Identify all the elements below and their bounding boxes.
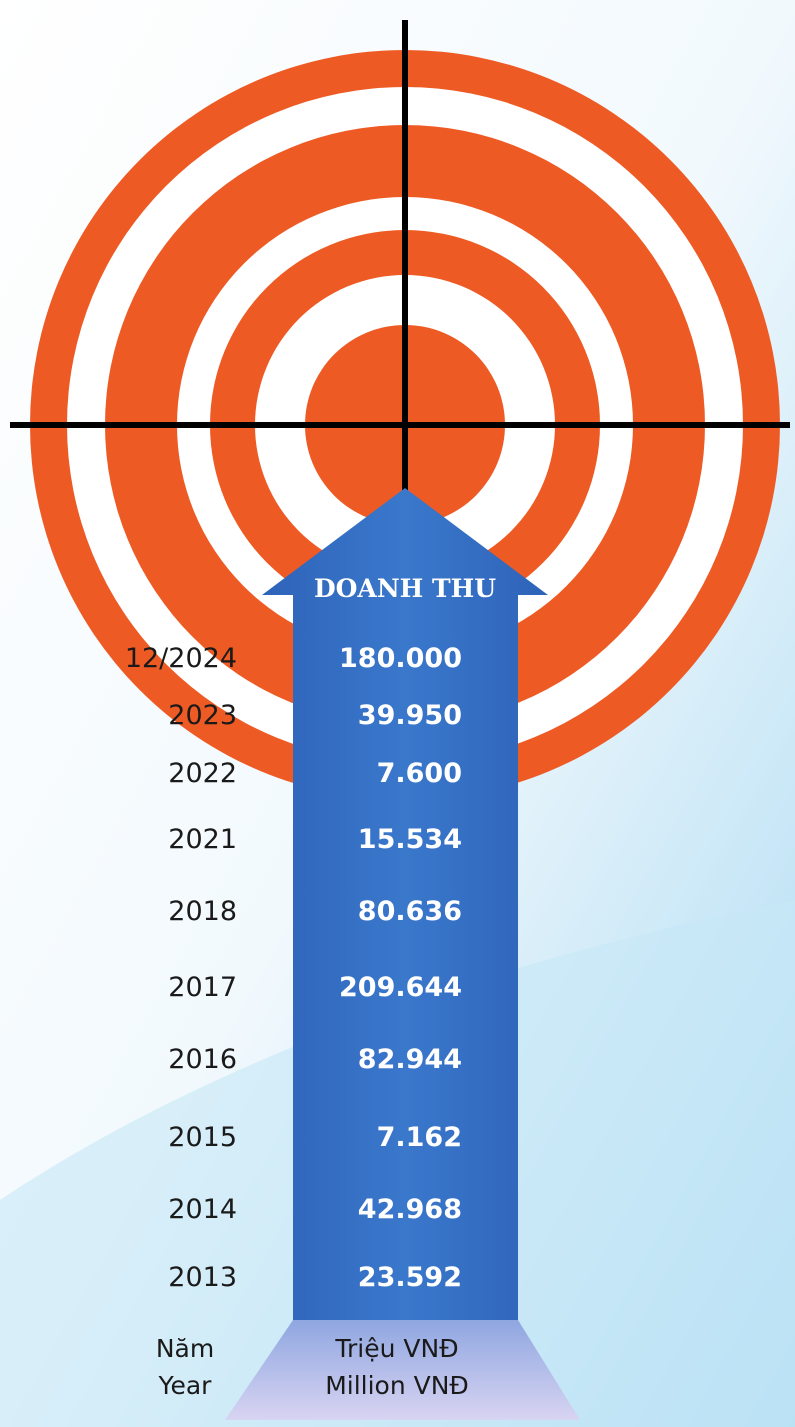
revenue-value: 7.600	[377, 758, 462, 789]
revenue-value: 180.000	[339, 643, 462, 674]
revenue-value: 15.534	[358, 824, 462, 855]
revenue-value: 23.592	[358, 1262, 462, 1293]
year: 2014	[168, 1194, 237, 1225]
year: 2018	[168, 896, 237, 927]
revenue-value: 42.968	[358, 1194, 462, 1225]
year: 2015	[168, 1122, 237, 1153]
title: DOANH THU	[314, 574, 496, 603]
revenue-value: 80.636	[358, 896, 462, 927]
year: 2021	[168, 824, 237, 855]
year: 2016	[168, 1044, 237, 1075]
unit-label: Triệu VNĐ	[334, 1334, 458, 1363]
revenue-value: 39.950	[358, 700, 462, 731]
infographic: DOANH THU 12/2024 180.000 2023 39.950 2022 7.…	[0, 0, 795, 1427]
year: 2023	[168, 700, 237, 731]
year-label: Năm	[156, 1334, 214, 1363]
revenue-value: 7.162	[377, 1122, 462, 1153]
year: 2022	[168, 758, 237, 789]
year-label: Year	[158, 1371, 213, 1400]
year: 2013	[168, 1262, 237, 1293]
year: 2017	[168, 972, 237, 1003]
unit-label: Million VNĐ	[325, 1371, 469, 1400]
revenue-value: 82.944	[358, 1044, 462, 1075]
revenue-value: 209.644	[339, 972, 462, 1003]
year: 12/2024	[125, 643, 237, 674]
